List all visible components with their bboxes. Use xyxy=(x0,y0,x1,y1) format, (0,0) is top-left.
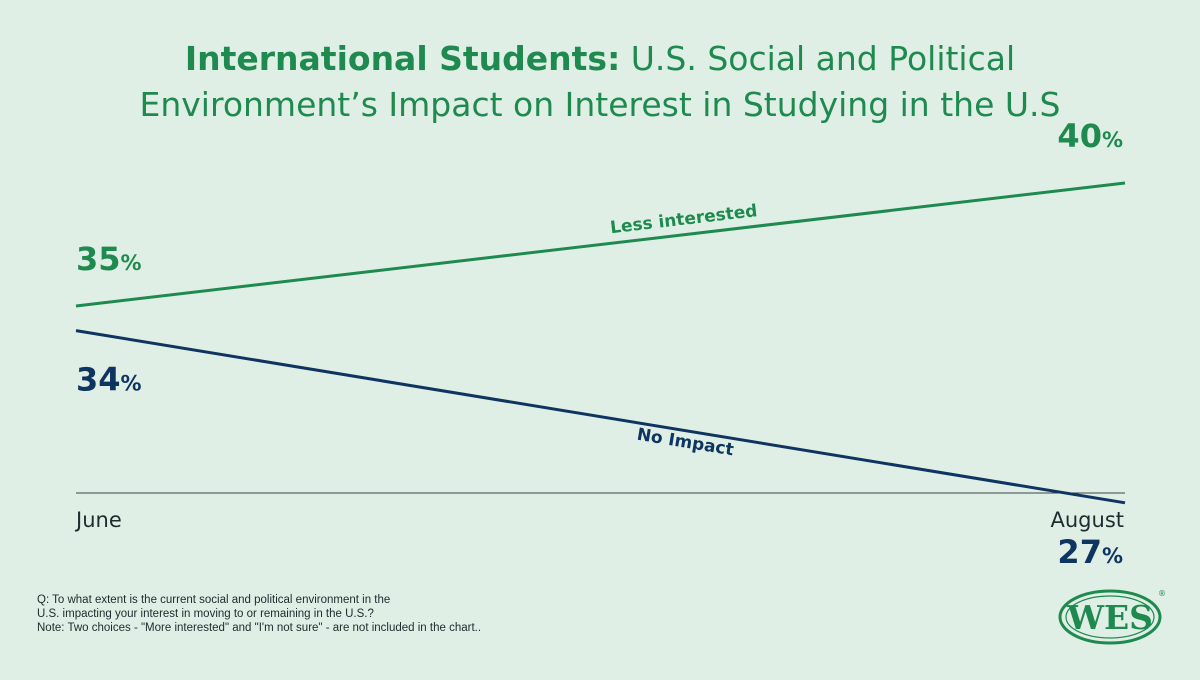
wes-logo: WES ® xyxy=(1058,589,1166,645)
x-tick-label-august: August xyxy=(1051,508,1125,532)
footnote-line-1: Q: To what extent is the current social … xyxy=(37,594,391,606)
chart-title-line2: Environment’s Impact on Interest in Stud… xyxy=(139,85,1061,124)
data-label-less-interested-june: 35% xyxy=(76,240,142,278)
chart-title: International Students: U.S. Social and … xyxy=(0,36,1200,128)
wes-logo-text: WES xyxy=(1066,598,1153,637)
x-tick-label-june: June xyxy=(74,508,122,532)
wes-logo-inner-ring xyxy=(1065,595,1155,639)
wes-logo-registered-mark: ® xyxy=(1158,589,1166,598)
chart-title-line1-rest: U.S. Social and Political xyxy=(620,39,1016,78)
footnote-line-2: U.S. impacting your interest in moving t… xyxy=(37,608,374,620)
series-line-no-impact xyxy=(75,329,1126,505)
footnote-line-3: Note: Two choices - "More interested" an… xyxy=(37,622,482,634)
chart-title-bold: International Students: xyxy=(184,39,621,78)
wes-logo-outer-ring xyxy=(1058,589,1162,645)
series-line-less-interested xyxy=(75,181,1126,308)
series-label-less-interested: Less interested xyxy=(609,201,758,238)
data-label-no-impact-august: 27% xyxy=(1057,533,1123,571)
data-label-less-interested-august: 40% xyxy=(1057,117,1123,155)
footnote: Q: To what extent is the current social … xyxy=(37,593,657,635)
data-label-no-impact-june: 34% xyxy=(76,361,142,399)
